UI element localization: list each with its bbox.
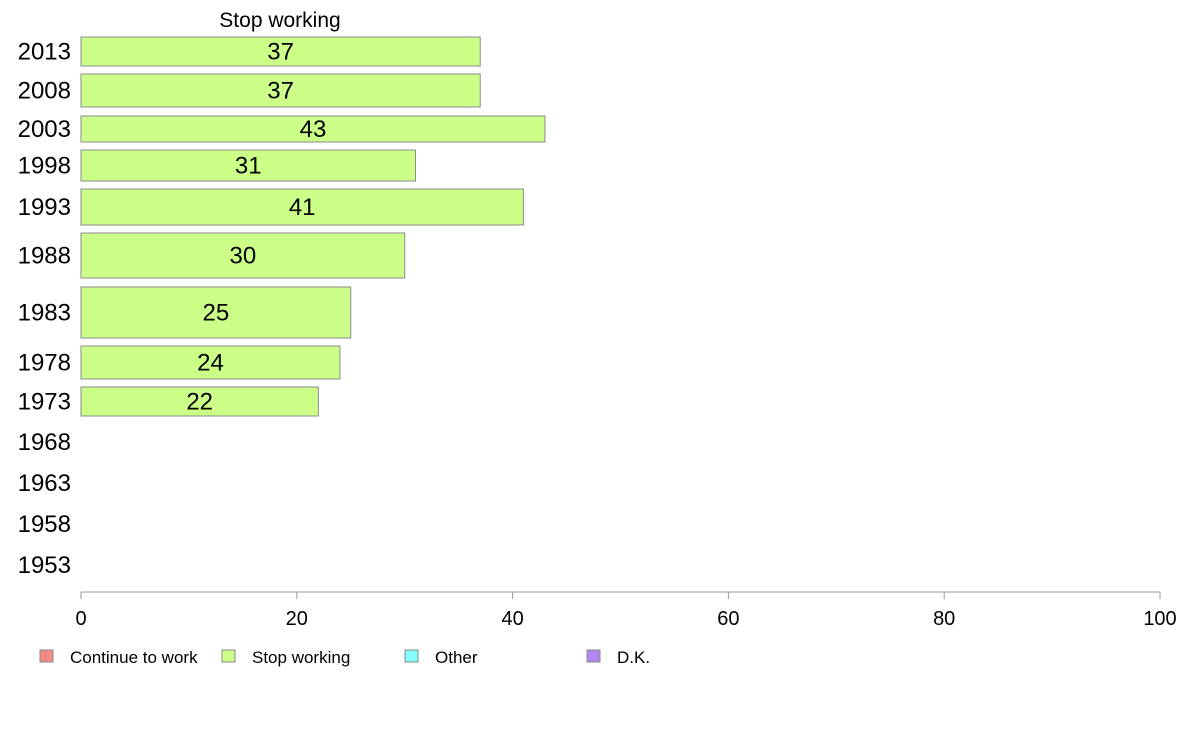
legend-label-stop-working: Stop working bbox=[252, 648, 350, 667]
bar-value-label-1993: 41 bbox=[289, 194, 316, 221]
y-tick-label-2008: 2008 bbox=[18, 78, 71, 105]
bar-value-label-2008: 37 bbox=[267, 78, 294, 105]
x-tick-label-20: 20 bbox=[286, 608, 308, 630]
legend-swatch-other bbox=[404, 649, 419, 663]
y-tick-label-1963: 1963 bbox=[18, 470, 71, 497]
y-tick-label-1978: 1978 bbox=[18, 350, 71, 377]
legend: Continue to work Stop working Other D.K. bbox=[39, 648, 650, 667]
bar-value-label-1988: 30 bbox=[229, 243, 256, 270]
chart-title: Stop working bbox=[219, 9, 340, 32]
bar-2008 bbox=[80, 73, 481, 108]
bar-value-label-1978: 24 bbox=[197, 350, 224, 377]
bar-value-label-1998: 31 bbox=[235, 153, 262, 180]
bar-1988 bbox=[80, 232, 406, 279]
y-axis-labels: 2013 2008 2003 1998 1993 1988 1983 1978 1973 1968… bbox=[18, 39, 71, 580]
y-tick-label-1973: 1973 bbox=[18, 389, 71, 416]
legend-swatch-stop-working bbox=[221, 649, 236, 663]
bar-1978 bbox=[80, 345, 341, 380]
legend-label-continue-to-work: Continue to work bbox=[70, 648, 198, 667]
x-tick-label-60: 60 bbox=[717, 608, 739, 630]
legend-label-d-k: D.K. bbox=[617, 648, 650, 667]
x-tick-label-100: 100 bbox=[1143, 608, 1176, 630]
y-tick-label-1983: 1983 bbox=[18, 300, 71, 327]
bar-value-label-2003: 43 bbox=[300, 116, 327, 143]
bar-2003 bbox=[80, 115, 546, 143]
y-tick-label-2003: 2003 bbox=[18, 116, 71, 143]
y-tick-label-2013: 2013 bbox=[18, 39, 71, 66]
y-tick-label-1958: 1958 bbox=[18, 511, 71, 538]
bar-1983 bbox=[80, 286, 352, 339]
y-tick-label-1993: 1993 bbox=[18, 194, 71, 221]
x-axis: 0 20 40 60 80 100 bbox=[75, 591, 1177, 630]
x-tick-label-0: 0 bbox=[75, 608, 86, 630]
y-tick-label-1968: 1968 bbox=[18, 429, 71, 456]
bar-2013 bbox=[80, 36, 481, 67]
x-tick-label-40: 40 bbox=[501, 608, 523, 630]
bar-value-label-2013: 37 bbox=[267, 39, 294, 66]
bar-value-label-1983: 25 bbox=[203, 300, 230, 327]
bar-1973 bbox=[80, 386, 319, 417]
x-tick-label-80: 80 bbox=[933, 608, 955, 630]
bar-1998 bbox=[80, 149, 416, 182]
legend-swatch-continue-to-work bbox=[39, 649, 54, 663]
y-tick-label-1953: 1953 bbox=[18, 552, 71, 579]
y-tick-label-1988: 1988 bbox=[18, 243, 71, 270]
y-tick-label-1998: 1998 bbox=[18, 153, 71, 180]
bar-value-label-1973: 22 bbox=[186, 389, 213, 416]
legend-label-other: Other bbox=[435, 648, 478, 667]
legend-swatch-d-k bbox=[586, 649, 601, 663]
bar-1993 bbox=[80, 188, 524, 226]
